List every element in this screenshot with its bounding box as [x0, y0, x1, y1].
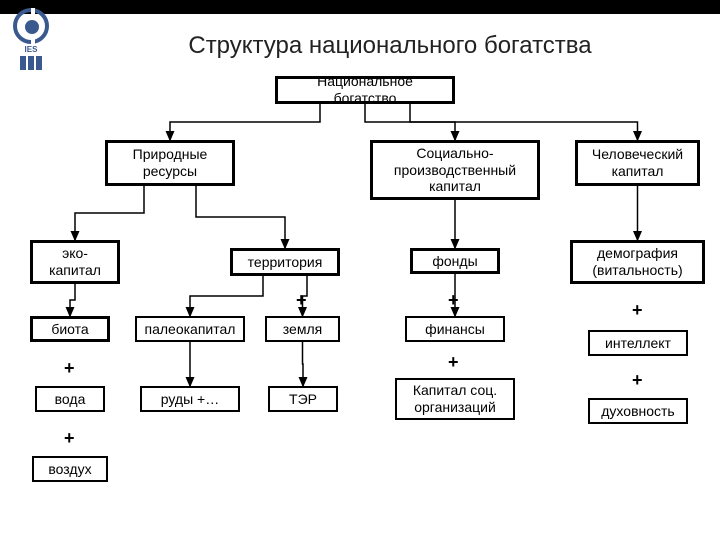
- node-territory: территория: [230, 248, 340, 276]
- node-biota: биота: [30, 316, 110, 342]
- node-social: Социально-производственный капитал: [370, 140, 540, 200]
- node-funds: фонды: [410, 248, 500, 274]
- top-bar: [0, 0, 720, 14]
- plus-symbol: +: [448, 352, 459, 373]
- node-root: Национальное богатство: [275, 76, 455, 104]
- node-ores: руды +…: [140, 386, 240, 412]
- plus-symbol: +: [632, 300, 643, 321]
- node-human: Человеческий капитал: [575, 140, 700, 186]
- page-title: Структура национального богатства: [80, 32, 700, 60]
- node-paleo: палеокапитал: [135, 316, 245, 342]
- plus-symbol: +: [296, 290, 307, 311]
- plus-symbol: +: [448, 290, 459, 311]
- plus-symbol: +: [64, 428, 75, 449]
- node-ter: ТЭР: [268, 386, 338, 412]
- node-water: вода: [35, 386, 105, 412]
- node-finance: финансы: [405, 316, 505, 342]
- node-air: воздух: [32, 456, 108, 482]
- logo-text: IES: [6, 45, 56, 54]
- logo: IES: [6, 8, 56, 68]
- plus-symbol: +: [632, 370, 643, 391]
- node-spirit: духовность: [588, 398, 688, 424]
- plus-symbol: +: [64, 358, 75, 379]
- node-intellect: интеллект: [588, 330, 688, 356]
- node-demography: демография (витальность): [570, 240, 705, 284]
- node-eco: эко-капитал: [30, 240, 120, 284]
- node-nature: Природные ресурсы: [105, 140, 235, 186]
- node-land: земля: [265, 316, 340, 342]
- node-socorg: Капитал соц. организаций: [395, 378, 515, 420]
